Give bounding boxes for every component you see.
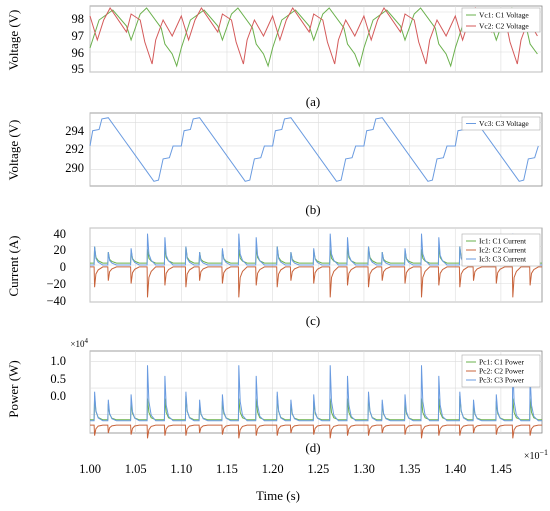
xtick-label: 1.15 bbox=[216, 462, 238, 476]
ytick-c-1: 20 bbox=[54, 243, 67, 257]
ytick-b-0: 294 bbox=[65, 124, 85, 138]
series-line-a-0 bbox=[89, 7, 538, 68]
legend-label-pc3: Pc3: C3 Power bbox=[479, 376, 525, 385]
ytick-b-1: 292 bbox=[65, 142, 84, 156]
panel-label-a: (a) bbox=[306, 94, 320, 109]
ytick-d-0: 1.0 bbox=[50, 354, 66, 368]
legend-label-vc1: Vc1: C1 Voltage bbox=[479, 11, 529, 20]
panel-c: 40 20 0 −20 −40 Current (A) Ic1: C1 Curr… bbox=[6, 227, 543, 328]
xtick-label: 1.25 bbox=[307, 462, 329, 476]
ytick-a-2: 96 bbox=[72, 46, 85, 60]
panel-label-b: (b) bbox=[305, 202, 320, 217]
ytick-b-2: 290 bbox=[65, 161, 84, 175]
panel-label-d: (d) bbox=[305, 440, 320, 455]
ytick-a-0: 98 bbox=[72, 12, 85, 26]
series-line-d-2 bbox=[90, 365, 542, 422]
legend-label-pc2: Pc2: C2 Power bbox=[479, 367, 525, 376]
ylabel-c: Current (A) bbox=[6, 235, 21, 296]
xtick-label: 1.10 bbox=[170, 462, 192, 476]
series-line-b-0 bbox=[89, 117, 539, 182]
ytick-d-2: 0.0 bbox=[50, 389, 66, 403]
legend-d: Pc1: C1 Power Pc2: C2 Power Pc3: C3 Powe… bbox=[461, 354, 541, 388]
legend-b: Vc3: C3 Voltage bbox=[461, 116, 541, 131]
ytick-d-1: 0.5 bbox=[50, 372, 66, 386]
ylabel-d: Power (W) bbox=[6, 360, 21, 417]
panel-label-c: (c) bbox=[306, 313, 320, 328]
ylabel-a: Voltage (V) bbox=[6, 10, 21, 71]
xtick-label: 1.35 bbox=[399, 462, 421, 476]
x-axis: 1.00 1.05 1.10 1.15 1.20 1.25 1.30 1.35 1.40 1.45 bbox=[79, 462, 512, 476]
xtick-label: 1.00 bbox=[79, 462, 101, 476]
xtick-label: 1.05 bbox=[125, 462, 147, 476]
legend-label-ic3: Ic3: C3 Current bbox=[479, 255, 527, 264]
ytick-a-3: 95 bbox=[72, 62, 85, 76]
series-line-a-1 bbox=[89, 7, 538, 65]
ytick-c-0: 40 bbox=[54, 227, 67, 241]
legend-label-ic1: Ic1: C1 Current bbox=[479, 237, 527, 246]
ytick-c-3: −20 bbox=[46, 277, 66, 291]
legend-label-ic2: Ic2: C2 Current bbox=[479, 246, 527, 255]
xtick-label: 1.20 bbox=[262, 462, 284, 476]
xtick-label: 1.45 bbox=[490, 462, 512, 476]
series-line-d-1 bbox=[90, 424, 542, 439]
panel-b: 294 292 290 Voltage (V) Vc3: C3 Voltage … bbox=[6, 112, 543, 217]
legend-label-vc2: Vc2: C2 Voltage bbox=[479, 22, 529, 31]
legend-a: Vc1: C1 Voltage Vc2: C2 Voltage bbox=[461, 7, 541, 33]
ytick-a-1: 97 bbox=[72, 29, 85, 43]
panel-d: ×104 1.0 0.5 0.0 Power (W) Pc1: C1 Power… bbox=[6, 337, 543, 455]
panel-a: 98 97 96 95 Voltage (V) Vc1: C1 Voltage … bbox=[6, 5, 543, 109]
series-line-c-1 bbox=[90, 266, 542, 298]
xtick-label: 1.30 bbox=[353, 462, 375, 476]
x-axis-label: Time (s) bbox=[256, 488, 300, 503]
y-exponent-d: ×104 bbox=[70, 337, 88, 349]
legend-c: Ic1: C1 Current Ic2: C2 Current Ic3: C3 … bbox=[461, 233, 541, 267]
ytick-c-2: 0 bbox=[60, 260, 66, 274]
ylabel-b: Voltage (V) bbox=[6, 120, 21, 181]
legend-label-vc3: Vc3: C3 Voltage bbox=[479, 119, 529, 128]
xtick-label: 1.40 bbox=[444, 462, 466, 476]
legend-label-pc1: Pc1: C1 Power bbox=[479, 358, 525, 367]
x-exponent: ×10−1 bbox=[524, 448, 548, 462]
ytick-c-4: −40 bbox=[46, 294, 66, 308]
